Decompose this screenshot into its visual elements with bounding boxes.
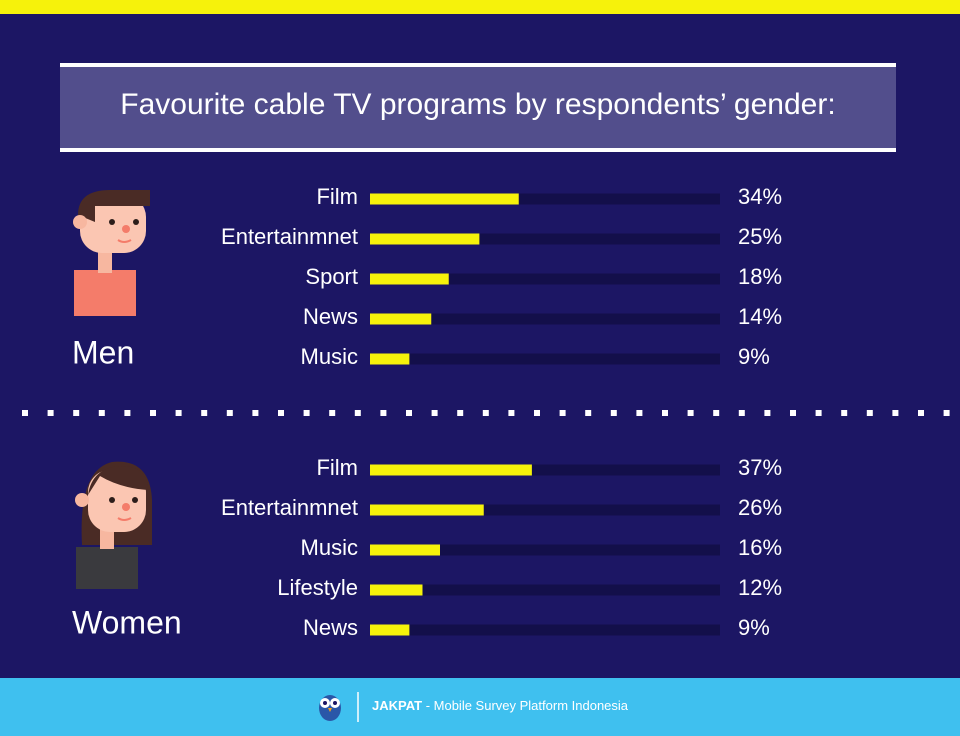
bar-track [370,544,720,556]
footer-text: JAKPAT - Mobile Survey Platform Indonesi… [372,698,629,713]
divider-dot [457,410,464,416]
category-label: News [303,615,358,640]
footer-tagline: - Mobile Survey Platform Indonesia [426,698,629,713]
value-label: 9% [738,615,770,640]
divider-dot [662,410,668,416]
divider [22,410,950,416]
bar [370,313,432,325]
divider-dot [738,410,745,416]
divider-dot [866,410,873,416]
divider-dot [918,410,924,416]
bar-track [370,273,720,285]
bar [370,193,519,205]
bar [370,353,410,365]
value-label: 16% [738,535,782,560]
bar-track [370,504,720,516]
woman-icon [75,461,152,589]
divider-dot [559,410,566,416]
man-icon [73,190,150,316]
divider-dot [201,410,208,416]
page-title: Favourite cable TV programs by responden… [120,88,835,121]
value-label: 26% [738,495,782,520]
divider-dot [354,410,361,416]
category-label: Lifestyle [277,575,358,600]
bar [370,233,480,245]
category-label: Entertainmnet [221,224,358,249]
divider-dot [252,410,259,416]
bar [370,624,410,636]
divider-dot [585,410,592,416]
category-label: Music [301,344,358,369]
divider-dot [892,410,899,416]
value-label: 14% [738,304,782,329]
owl-logo [319,695,341,721]
category-label: Film [316,184,358,209]
group-label: Women [72,604,182,640]
top-stripe [0,0,960,14]
category-label: Entertainmnet [221,495,358,520]
bar-track [370,624,720,636]
divider-dot [943,410,950,416]
divider-dot [329,410,336,416]
divider-dot [98,410,105,416]
category-label: Sport [305,264,358,289]
bar-track [370,233,720,245]
footer-brand: JAKPAT [372,698,422,713]
footer-bar [0,678,960,736]
bar-track [370,464,720,476]
divider-dot [226,410,233,416]
divider-dot [713,410,720,416]
divider-dot [150,410,156,416]
divider-dot [482,410,489,416]
value-label: 12% [738,575,782,600]
divider-dot [73,410,80,416]
bar-track [370,313,720,325]
category-label: Film [316,455,358,480]
divider-dot [790,410,796,416]
title-box [60,63,896,152]
group-label: Men [72,334,134,370]
title-border [60,63,896,67]
value-label: 37% [738,455,782,480]
value-label: 18% [738,264,782,289]
divider-dot [636,410,643,416]
divider-dot [508,410,515,416]
value-label: 34% [738,184,782,209]
category-label: Music [301,535,358,560]
value-label: 9% [738,344,770,369]
bar [370,584,423,596]
bar [370,273,449,285]
divider-dot [278,410,284,416]
divider-dot [124,410,131,416]
bar [370,504,484,516]
divider-dot [431,410,438,416]
divider-dot [687,410,694,416]
divider-dot [534,410,540,416]
bar-track [370,353,720,365]
bar [370,544,440,556]
divider-dot [764,410,771,416]
divider-dot [380,410,387,416]
bar [370,464,532,476]
bar-track [370,193,720,205]
title-border [60,148,896,152]
divider-dot [815,410,822,416]
category-label: News [303,304,358,329]
divider-dot [175,410,182,416]
divider-dot [406,410,412,416]
divider-dot [303,410,310,416]
divider-dot [610,410,617,416]
divider-dot [22,410,28,416]
value-label: 25% [738,224,782,249]
divider-dot [841,410,848,416]
divider-dot [47,410,54,416]
bar-track [370,584,720,596]
